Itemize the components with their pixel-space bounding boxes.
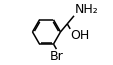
Text: OH: OH <box>70 29 89 42</box>
Text: NH₂: NH₂ <box>74 3 97 16</box>
Text: Br: Br <box>49 50 63 63</box>
